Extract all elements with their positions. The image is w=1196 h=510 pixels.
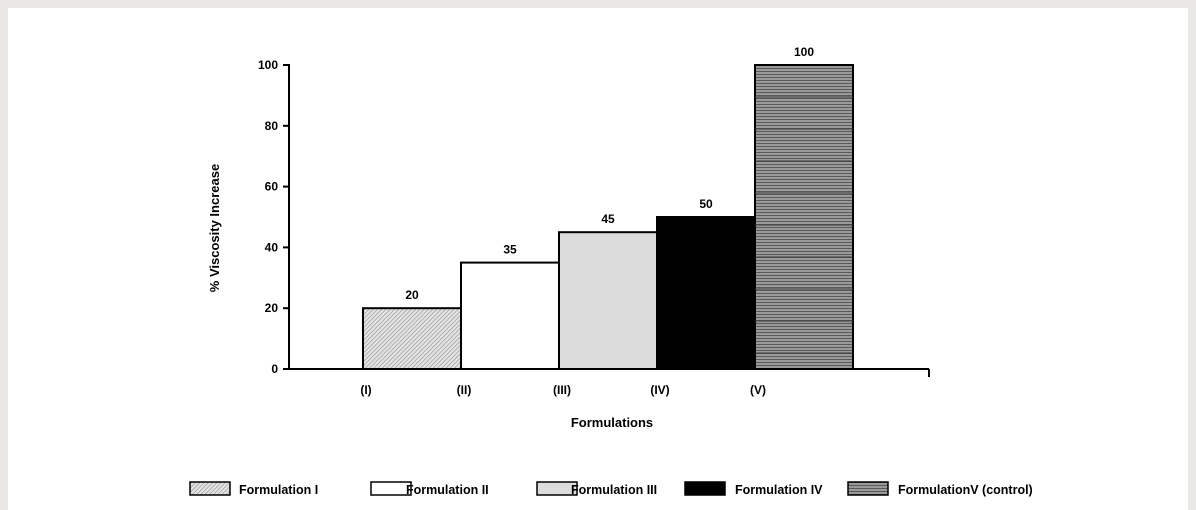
- y-tick-label-5: 80: [265, 119, 279, 133]
- legend-label-5: FormulationV (control): [898, 483, 1033, 497]
- data-label-1: 20: [405, 288, 419, 302]
- data-label-5: 100: [794, 45, 814, 59]
- bar-5: [754, 64, 854, 370]
- legend-label-2: Formulation II: [406, 483, 489, 497]
- x-tick-label-4: (IV): [650, 383, 669, 397]
- x-tick-label-3: (III): [553, 383, 571, 397]
- y-tick-label-4: 60: [265, 180, 279, 194]
- y-tick-label-1: 0: [271, 362, 278, 376]
- legend-label-3: Formulation III: [571, 483, 657, 497]
- y-tick-label-2: 20: [265, 301, 279, 315]
- legend-swatch-4: [684, 481, 726, 496]
- legend-swatch-2: [370, 481, 412, 496]
- figure-frame: 20 (I) 35 (II) 45 (III) 50 (IV) 100 (V) 0 20 40 60 80 1…: [8, 8, 1188, 510]
- x-tick-label-5: (V): [750, 383, 766, 397]
- bar-4: [656, 216, 756, 370]
- legend-label-4: Formulation IV: [735, 483, 823, 497]
- y-tick-label-3: 40: [265, 240, 279, 254]
- legend: Formulation I Formulation II Formulation I…: [189, 481, 1033, 497]
- x-tick-label-1: (I): [360, 383, 371, 397]
- legend-swatch-1: [189, 481, 231, 496]
- axes-layer: [283, 64, 930, 377]
- x-axis-title: Formulations: [571, 415, 653, 430]
- y-tick-label-6: 100: [258, 58, 278, 72]
- bars-layer: [362, 64, 854, 371]
- labels-layer: 20 (I) 35 (II) 45 (III) 50 (IV) 100 (V) 0 20 40 60 80 1…: [207, 45, 814, 430]
- data-label-4: 50: [699, 197, 713, 211]
- bar-chart: 20 (I) 35 (II) 45 (III) 50 (IV) 100 (V) 0 20 40 60 80 1…: [189, 45, 1033, 497]
- data-label-2: 35: [503, 243, 517, 257]
- bar-3: [558, 231, 658, 370]
- data-label-3: 45: [601, 212, 615, 226]
- legend-swatch-3: [536, 481, 578, 496]
- bar-1: [362, 307, 462, 371]
- x-tick-label-2: (II): [457, 383, 472, 397]
- y-axis-title: % Viscosity Increase: [207, 164, 222, 292]
- legend-label-1: Formulation I: [239, 483, 318, 497]
- legend-swatch-5: [847, 481, 889, 496]
- bar-2: [460, 261, 560, 371]
